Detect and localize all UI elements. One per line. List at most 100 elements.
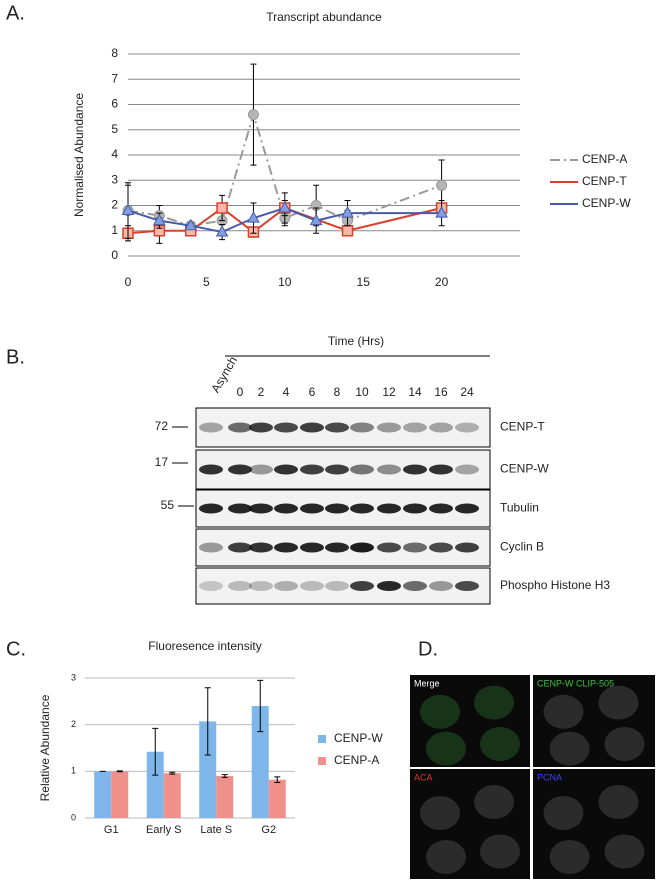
y-tick-label: 7 bbox=[111, 71, 118, 85]
band bbox=[199, 542, 223, 553]
band bbox=[228, 422, 252, 433]
cell bbox=[604, 834, 645, 869]
bar bbox=[268, 779, 286, 818]
band bbox=[199, 503, 223, 514]
lane-label: 14 bbox=[408, 385, 422, 399]
lane-label: Asynch bbox=[208, 354, 240, 395]
band bbox=[455, 464, 479, 475]
band bbox=[350, 464, 374, 475]
row-label: CENP-W bbox=[500, 462, 549, 476]
band bbox=[228, 542, 252, 553]
lane-label: 16 bbox=[434, 385, 448, 399]
marker bbox=[153, 213, 166, 226]
band bbox=[403, 422, 427, 433]
y-tick-label: 6 bbox=[111, 97, 118, 111]
band bbox=[377, 542, 401, 553]
y-tick-label: 1 bbox=[111, 223, 118, 237]
marker bbox=[215, 224, 229, 237]
band bbox=[350, 542, 374, 553]
cell bbox=[474, 685, 514, 720]
band bbox=[274, 503, 298, 514]
image-label: ACA bbox=[414, 772, 433, 782]
band bbox=[403, 581, 427, 591]
row-label: Cyclin B bbox=[500, 540, 544, 554]
band bbox=[228, 581, 252, 591]
y-tick-label: 0 bbox=[111, 248, 118, 262]
band bbox=[377, 422, 401, 433]
image-label: CENP-W CLIP-505 bbox=[537, 678, 614, 688]
band bbox=[455, 503, 479, 514]
band bbox=[455, 422, 479, 433]
image-label: PCNA bbox=[537, 772, 562, 782]
band bbox=[325, 542, 349, 553]
band bbox=[300, 503, 324, 514]
x-tick-label: Early S bbox=[146, 824, 181, 836]
marker-label: 17 bbox=[155, 455, 169, 469]
marker bbox=[341, 225, 354, 237]
marker bbox=[435, 206, 448, 218]
band bbox=[455, 581, 479, 591]
band bbox=[455, 542, 479, 553]
cell bbox=[604, 727, 645, 761]
band bbox=[429, 542, 453, 553]
cell bbox=[543, 796, 584, 830]
band bbox=[300, 542, 324, 553]
marker bbox=[184, 218, 198, 231]
cell bbox=[426, 840, 466, 874]
bar bbox=[111, 771, 129, 818]
band bbox=[228, 503, 252, 514]
x-tick-label: 15 bbox=[357, 275, 371, 289]
band bbox=[350, 503, 374, 514]
band bbox=[300, 464, 324, 475]
lane-label: 6 bbox=[309, 385, 316, 399]
error-bar bbox=[257, 679, 264, 733]
marker-label: 55 bbox=[161, 498, 175, 512]
cell bbox=[598, 685, 639, 720]
band bbox=[429, 464, 453, 475]
band bbox=[249, 464, 273, 475]
legend-label: CENP-A bbox=[334, 753, 379, 767]
y-tick-label: 2 bbox=[111, 198, 118, 212]
bar bbox=[146, 751, 164, 818]
band bbox=[403, 464, 427, 475]
row-label: CENP-T bbox=[500, 420, 545, 434]
lane-label: 24 bbox=[460, 385, 474, 399]
band bbox=[350, 422, 374, 433]
band bbox=[300, 581, 324, 591]
image-label: Merge bbox=[414, 678, 440, 688]
band bbox=[199, 581, 223, 591]
band bbox=[300, 422, 324, 433]
x-tick-label: 5 bbox=[203, 275, 210, 289]
lane-label: 10 bbox=[355, 385, 369, 399]
cell bbox=[426, 731, 466, 766]
lane-label: 8 bbox=[334, 385, 341, 399]
blot-strip bbox=[195, 567, 491, 605]
x-tick-label: 20 bbox=[435, 275, 449, 289]
y-axis-label: Normalised Abundance bbox=[72, 93, 86, 217]
band bbox=[325, 503, 349, 514]
band bbox=[429, 422, 453, 433]
x-tick-label: G2 bbox=[261, 824, 276, 836]
band bbox=[350, 581, 374, 591]
band bbox=[274, 581, 298, 591]
band bbox=[325, 464, 349, 475]
cell bbox=[543, 694, 584, 729]
cell bbox=[480, 834, 520, 869]
band bbox=[249, 581, 273, 591]
marker bbox=[247, 211, 260, 223]
x-tick-label: Late S bbox=[200, 824, 232, 836]
x-tick-label: 0 bbox=[125, 275, 132, 289]
band bbox=[199, 422, 223, 433]
band bbox=[249, 542, 273, 553]
band bbox=[274, 422, 298, 433]
cell bbox=[474, 785, 514, 819]
cell bbox=[549, 731, 590, 766]
band bbox=[249, 503, 273, 514]
error-bar bbox=[204, 687, 211, 756]
bar bbox=[251, 706, 269, 818]
y-tick-label: 3 bbox=[71, 672, 76, 682]
error-bar bbox=[169, 771, 176, 775]
band bbox=[274, 464, 298, 475]
band bbox=[249, 422, 273, 433]
